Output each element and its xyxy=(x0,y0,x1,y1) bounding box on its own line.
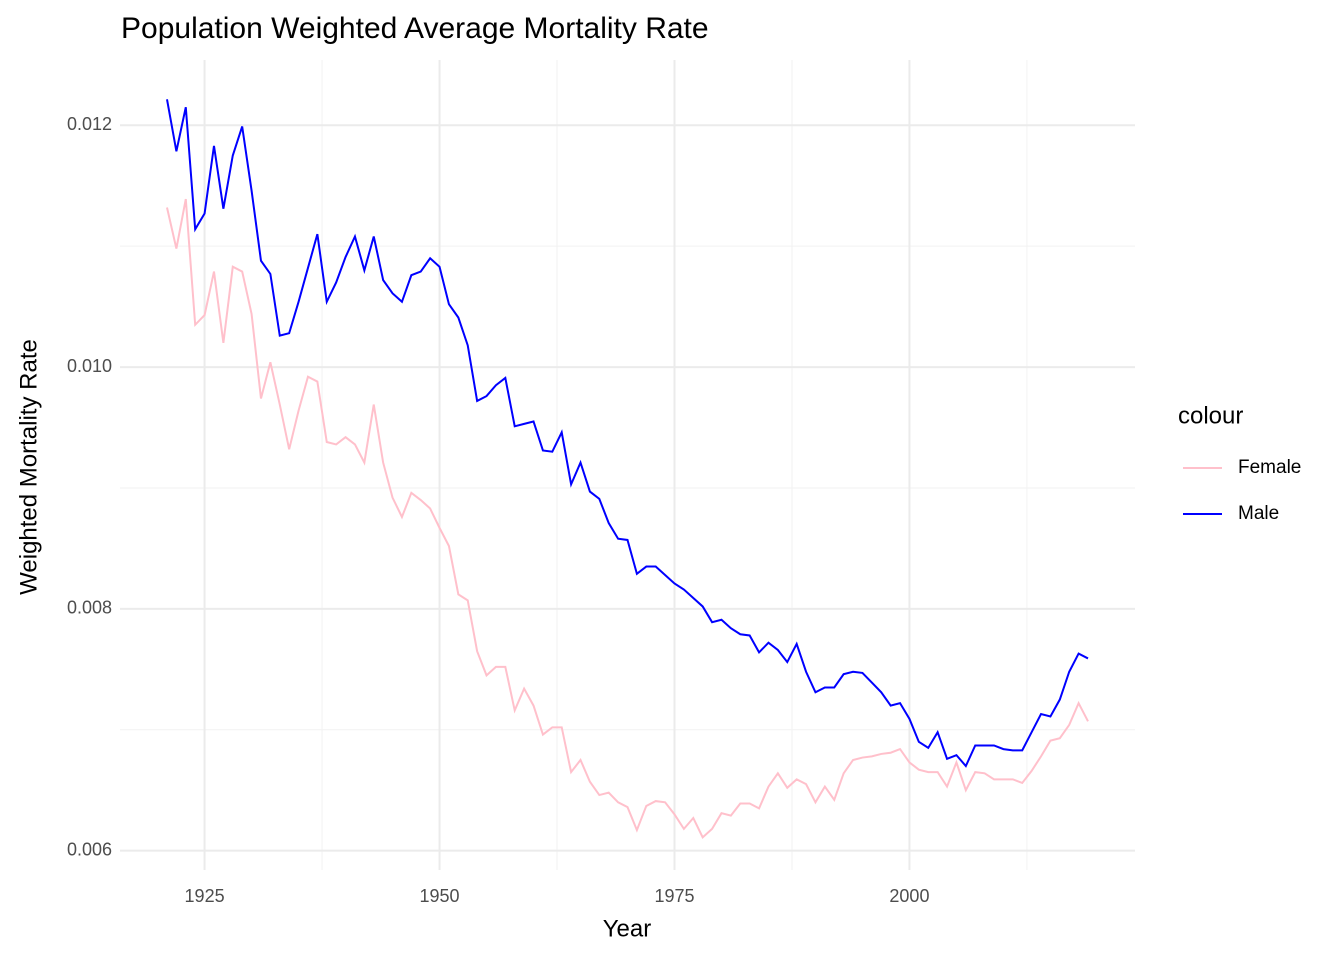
legend-label: Male xyxy=(1238,503,1279,524)
y-tick-label: 0.012 xyxy=(67,114,112,134)
data-line xyxy=(166,198,1089,839)
x-tick-label: 2000 xyxy=(889,886,929,906)
legend-label: Female xyxy=(1238,457,1301,478)
x-axis-title: Year xyxy=(603,915,652,942)
data-line xyxy=(166,99,1089,768)
y-axis-title: Weighted Mortality Rate xyxy=(15,339,42,595)
y-tick-label: 0.006 xyxy=(67,839,112,859)
x-tick-label: 1925 xyxy=(185,886,225,906)
y-tick-label: 0.008 xyxy=(67,598,112,618)
legend-title: colour xyxy=(1178,402,1243,429)
chart-title: Population Weighted Average Mortality Ra… xyxy=(121,12,709,45)
x-tick-label: 1975 xyxy=(654,886,694,906)
y-tick-label: 0.010 xyxy=(67,356,112,376)
x-tick-label: 1950 xyxy=(420,886,460,906)
